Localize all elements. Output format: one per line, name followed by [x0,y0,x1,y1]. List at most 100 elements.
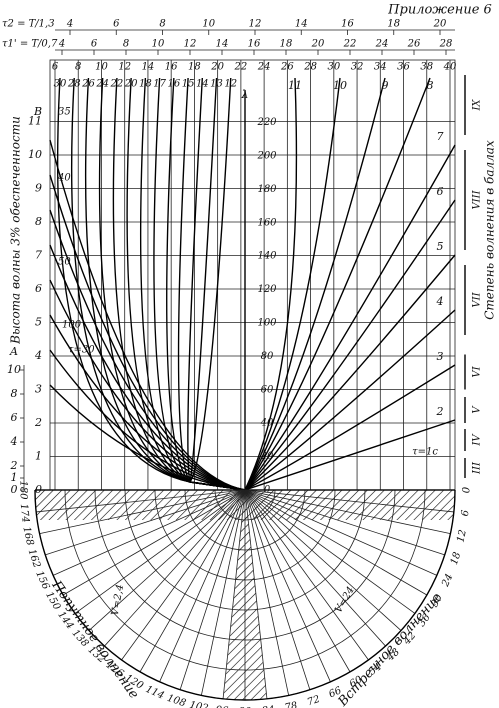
scale-tick-label: 6 [91,39,98,50]
radial-line [179,489,246,690]
a-tick-label: 1 [11,471,18,484]
period-tick-label: 10 [95,62,108,73]
grade-label: III [472,461,483,475]
period-tick-label: 16 [165,62,178,73]
curve-label: 17 [153,79,166,90]
scale-label: τ1' = T/0,7 [2,39,58,50]
curve-label: 13 [210,79,223,90]
a-tick-label: 6 [11,411,18,424]
scale-tick-label: 10 [152,39,165,50]
lambda-tick-label: 100 [257,318,277,329]
grade-label: V [472,405,483,414]
curve-label: 14 [196,79,209,90]
height-tick-label: 9 [35,182,42,195]
height-tick-label: 1 [35,450,42,463]
height-tick-label: 6 [35,282,42,295]
height-tick-label: 11 [28,115,42,128]
scale-tick-label: 20 [433,19,447,30]
grade-label: VIII [472,189,483,209]
curve [244,77,341,491]
radial-line [244,489,311,690]
period-tick-label: 20 [210,62,224,73]
curve [49,244,246,491]
angle-label: 24 [440,572,456,589]
curve-label: 7 [437,130,444,143]
curve-label: 20 [124,79,138,90]
curve [49,174,246,491]
radial-line [39,489,246,535]
angle-label: 0 [462,486,473,493]
height-tick-label: 5 [35,316,42,329]
angle-label: 114 [144,684,166,702]
curve [244,309,456,491]
curve [244,77,431,491]
curve [153,77,246,491]
radial-line [244,489,351,673]
angle-label: 162 [26,548,42,570]
lambda-tick-label: 220 [256,117,277,128]
scale-tick-label: 4 [66,19,73,30]
scale-tick-label: 6 [113,19,120,30]
radial-line [244,489,428,596]
curve [244,77,298,491]
curve [188,77,246,491]
scale-tick-label: 14 [295,19,308,30]
curve-label: 35 [58,107,71,118]
lambda-letter: λ [241,88,249,101]
scale-tick-label: 16 [248,39,261,50]
height-tick-label: 7 [35,249,42,262]
angle-label: 72 [306,694,322,708]
radial-line [244,489,290,696]
period-tick-label: 26 [280,62,294,73]
radial-line [104,489,246,647]
scale-label: τ2 = T/1,3 [2,19,55,30]
grade-label: VII [472,291,483,307]
sea-state-title: Степень волнения в баллах [483,140,497,320]
radial-line [244,489,454,513]
curve-label: 16 [167,79,180,90]
curve [49,384,246,491]
curve [244,364,456,491]
radial-line [200,489,246,696]
curve-label: 5 [437,240,444,253]
curve-label: 11 [288,79,302,92]
height-letter: B [33,105,42,118]
radial-line [45,489,246,556]
curve-label: 9 [382,79,389,92]
height-tick-label: 10 [28,148,42,161]
curve-label: 30 [54,79,67,90]
curve-label: 24 [95,79,109,90]
radial-line [244,489,386,647]
angle-label: 18 [449,551,463,567]
a-tick-label: 8 [11,387,18,400]
scale-tick-label: 8 [159,19,165,30]
period-tick-label: 32 [351,62,364,73]
curve [49,209,246,491]
scale-tick-label: 4 [58,39,65,50]
angle-label: 174 [18,503,31,523]
period-tick-label: 40 [443,62,457,73]
curve-label: 3 [437,350,444,363]
lambda-tick-label: 180 [257,184,277,195]
curve-label: 26 [81,79,95,90]
scale-tick-label: 12 [249,19,262,30]
period-tick-label: 22 [234,62,248,73]
period-tick-label: 8 [75,62,81,73]
curve-label: 15 [182,79,195,90]
outer-arc [34,489,456,701]
scale-tick-label: 24 [375,39,389,50]
radial-line [244,489,451,535]
scale-tick-label: 22 [343,39,357,50]
curve-label: 8 [427,79,434,92]
angle-label: 180 [18,480,29,500]
a-tick-label: 2 [10,459,18,472]
radial-line [244,489,445,556]
curve-label: 2 [436,405,444,418]
scale-tick-label: 20 [311,39,325,50]
radial-line [159,489,246,683]
curve-label: 22 [110,79,124,90]
angle-label: 102 [188,700,209,708]
period-tick-label: 14 [142,62,155,73]
period-tick-label: 34 [374,62,387,73]
